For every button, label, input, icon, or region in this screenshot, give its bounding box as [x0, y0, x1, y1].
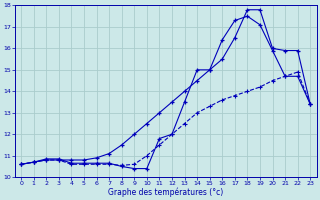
X-axis label: Graphe des températures (°c): Graphe des températures (°c)	[108, 187, 223, 197]
